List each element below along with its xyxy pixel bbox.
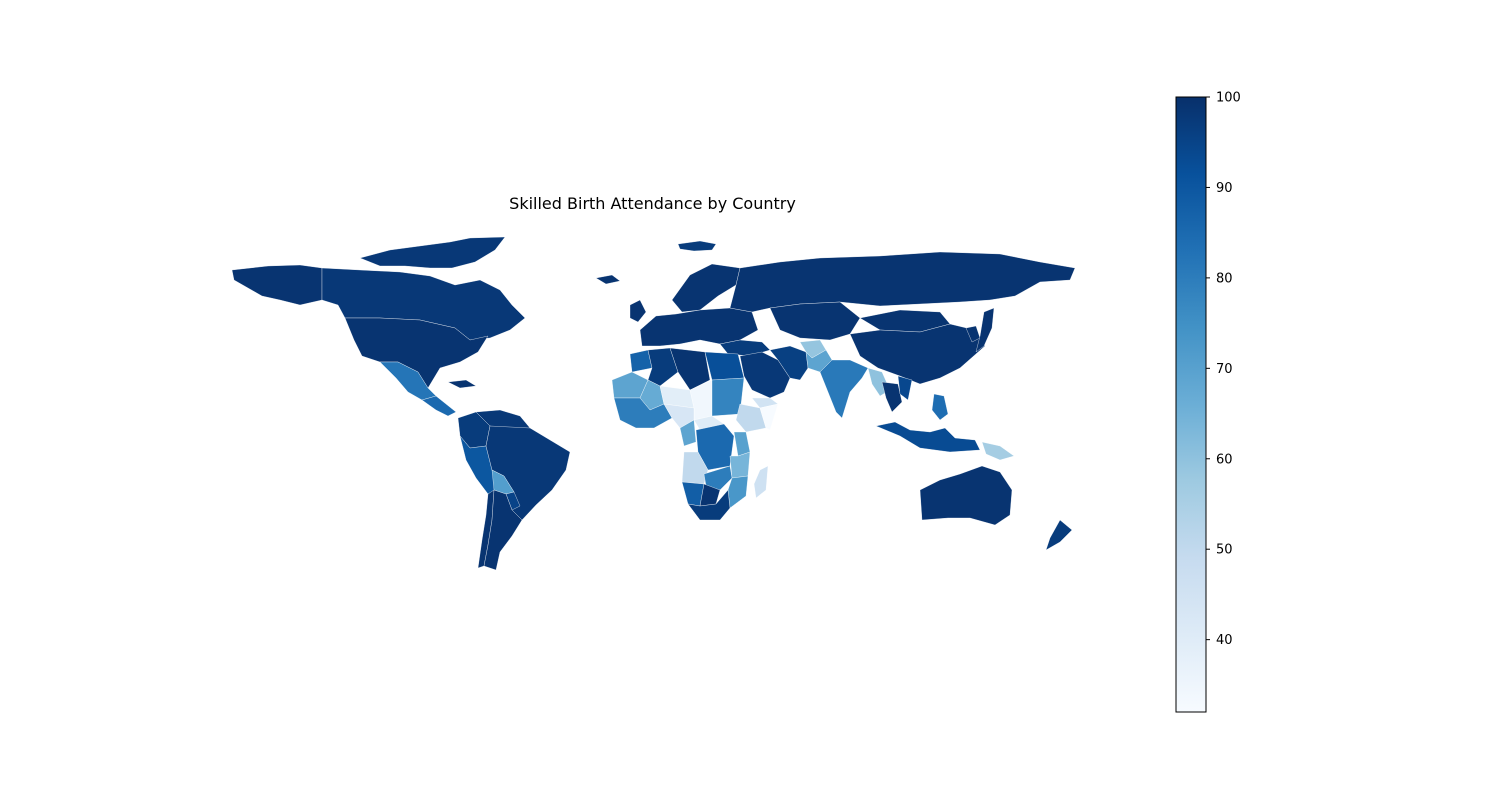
region-kazakhstan-central-asia[interactable] — [769, 301, 861, 341]
colorbar-tick-label: 40 — [1216, 633, 1233, 648]
region-madagascar[interactable] — [753, 465, 769, 499]
region-cuba[interactable] — [447, 379, 477, 389]
region-south-africa[interactable] — [687, 489, 731, 521]
colorbar-tick-label: 60 — [1216, 452, 1233, 467]
region-argentina[interactable] — [483, 489, 523, 571]
colorbar-tick-label: 90 — [1216, 181, 1233, 196]
region-australia[interactable] — [919, 465, 1013, 526]
region-philippines[interactable] — [931, 393, 949, 421]
region-china[interactable] — [849, 323, 986, 385]
region-papua-new-guinea[interactable] — [981, 441, 1015, 461]
region-europe[interactable] — [639, 307, 759, 347]
region-kenya[interactable] — [733, 431, 751, 457]
colorbar-tick-label: 80 — [1216, 271, 1233, 286]
region-cameroon[interactable] — [679, 419, 697, 447]
region-iceland[interactable] — [595, 274, 621, 285]
colorbar: 40 50 60 70 80 90 100 — [1175, 91, 1241, 713]
region-usa[interactable] — [344, 317, 489, 389]
region-vietnam[interactable] — [897, 375, 913, 401]
colorbar-tick-label: 70 — [1216, 362, 1233, 377]
region-somalia[interactable] — [759, 403, 779, 431]
region-egypt[interactable] — [704, 351, 745, 381]
region-japan[interactable] — [975, 307, 995, 353]
colorbar-tick-label: 50 — [1216, 543, 1233, 558]
region-russia[interactable] — [729, 251, 1076, 313]
region-iran[interactable] — [769, 345, 809, 381]
countries-layer — [231, 236, 1076, 571]
region-uk[interactable] — [629, 299, 647, 323]
region-mozambique[interactable] — [727, 475, 749, 509]
region-canadian-arctic[interactable] — [359, 236, 506, 269]
region-india[interactable] — [819, 359, 869, 419]
region-middle-east[interactable] — [739, 351, 791, 399]
region-tanzania[interactable] — [729, 451, 751, 479]
region-greenland[interactable] — [677, 240, 717, 252]
region-indonesia[interactable] — [875, 421, 981, 453]
region-scandinavia[interactable] — [671, 263, 741, 313]
region-new-zealand[interactable] — [1045, 519, 1073, 551]
region-libya[interactable] — [669, 347, 711, 391]
colorbar-gradient — [1175, 96, 1207, 713]
colorbar-tick-label: 100 — [1216, 91, 1241, 106]
colorbar-ticks: 40 50 60 70 80 90 100 — [1206, 91, 1241, 648]
region-alaska[interactable] — [231, 264, 323, 306]
region-central-america[interactable] — [421, 395, 457, 417]
region-zambia[interactable] — [703, 465, 733, 491]
map-title: Skilled Birth Attendance by Country — [509, 194, 796, 213]
region-ethiopia[interactable] — [735, 403, 767, 433]
region-thailand[interactable] — [881, 381, 903, 413]
